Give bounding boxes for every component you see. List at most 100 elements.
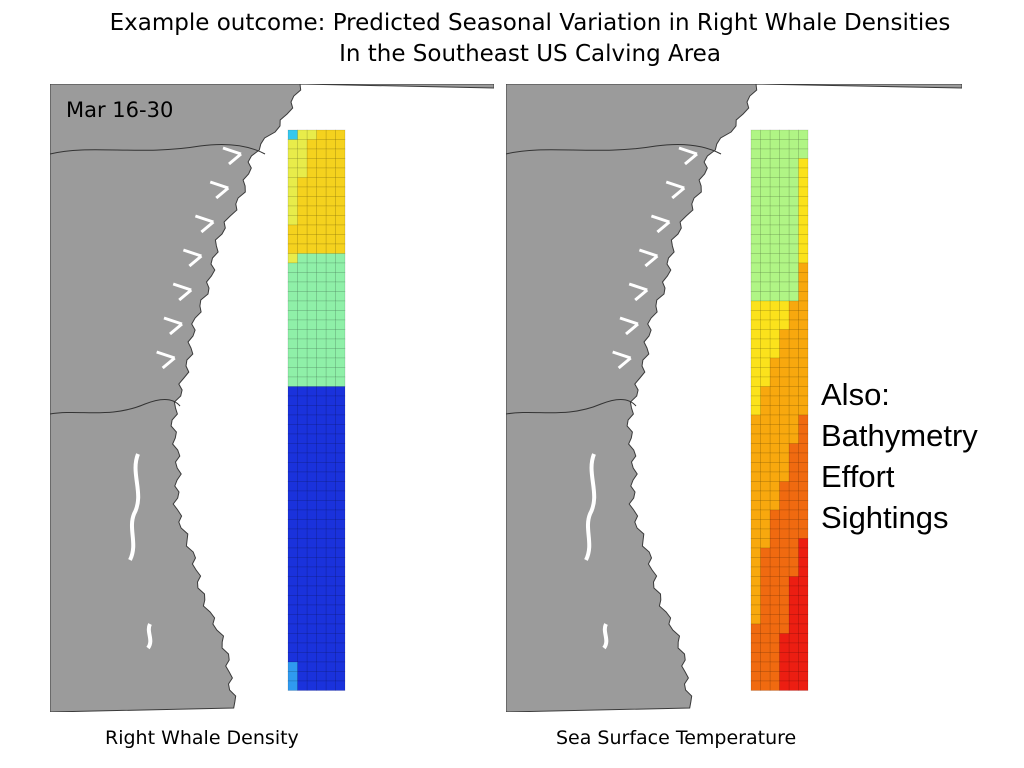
grid-cell	[335, 424, 346, 435]
grid-cell	[335, 500, 346, 511]
grid-cell	[287, 614, 298, 625]
grid-cell	[750, 405, 761, 416]
grid-cell	[779, 462, 790, 473]
grid-cell	[788, 481, 799, 492]
grid-cell	[769, 623, 780, 634]
grid-cell	[335, 471, 346, 482]
grid-cell	[788, 614, 799, 625]
grid-cell	[316, 186, 327, 197]
grid-cell	[750, 386, 761, 397]
grid-cell	[788, 234, 799, 245]
grid-cell	[287, 519, 298, 530]
estuary-line	[182, 248, 203, 268]
grid-cell	[306, 196, 317, 207]
grid-cell	[788, 595, 799, 606]
grid-cell	[788, 443, 799, 454]
grid-cell	[798, 129, 809, 140]
grid-cell	[750, 566, 761, 577]
grid-cell	[325, 348, 336, 359]
grid-cell	[287, 414, 298, 425]
grid-cell	[306, 661, 317, 672]
grid-cell	[798, 433, 809, 444]
grid-cell	[325, 243, 336, 254]
grid-cell	[750, 186, 761, 197]
grid-cell	[760, 500, 771, 511]
grid-cell	[297, 547, 308, 558]
grid-cell	[750, 519, 761, 530]
grid-cell	[750, 528, 761, 539]
grid-cell	[769, 300, 780, 311]
grid-cell	[788, 623, 799, 634]
grid-cell	[769, 148, 780, 159]
grid-cell	[306, 348, 317, 359]
grid-cell	[779, 547, 790, 558]
grid-cell	[335, 139, 346, 150]
grid-cell	[769, 500, 780, 511]
grid-cell	[287, 300, 298, 311]
grid-cell	[798, 481, 809, 492]
grid-cell	[788, 652, 799, 663]
grid-cell	[798, 300, 809, 311]
title-line-2: In the Southeast US Calving Area	[339, 41, 721, 67]
grid-cell	[306, 338, 317, 349]
grid-cell	[769, 196, 780, 207]
grid-cell	[325, 680, 336, 691]
grid-cell	[287, 234, 298, 245]
grid-cell	[750, 281, 761, 292]
grid-cell	[335, 348, 346, 359]
grid-cell	[769, 652, 780, 663]
grid-cell	[798, 148, 809, 159]
grid-cell	[750, 452, 761, 463]
grid-cell	[316, 671, 327, 682]
grid-cell	[297, 186, 308, 197]
grid-cell	[306, 405, 317, 416]
grid-cell	[287, 272, 298, 283]
grid-cell	[297, 538, 308, 549]
grid-cell	[788, 272, 799, 283]
grid-cell	[306, 576, 317, 587]
grid-cell	[750, 205, 761, 216]
grid-cell	[316, 357, 327, 368]
grid-cell	[779, 405, 790, 416]
land-mass	[506, 84, 962, 712]
grid-cell	[335, 272, 346, 283]
grid-cell	[750, 576, 761, 587]
grid-cell	[335, 414, 346, 425]
grid-cell	[297, 319, 308, 330]
grid-cell	[750, 262, 761, 273]
grid-cell	[760, 310, 771, 321]
grid-cell	[287, 528, 298, 539]
grid-cell	[798, 357, 809, 368]
grid-cell	[316, 196, 327, 207]
grid-cell	[297, 623, 308, 634]
grid-cell	[335, 329, 346, 340]
grid-cell	[335, 538, 346, 549]
grid-cell	[750, 547, 761, 558]
grid-cell	[316, 538, 327, 549]
grid-cell	[297, 196, 308, 207]
grid-cell	[788, 262, 799, 273]
additional-layer-item: Also:	[821, 377, 890, 412]
grid-cell	[760, 272, 771, 283]
grid-cell	[760, 623, 771, 634]
grid-cell	[798, 329, 809, 340]
grid-cell	[297, 348, 308, 359]
grid-cell	[316, 471, 327, 482]
grid-cell	[779, 338, 790, 349]
grid-cell	[287, 224, 298, 235]
grid-cell	[306, 547, 317, 558]
estuary-line	[612, 350, 632, 370]
grid-cell	[335, 205, 346, 216]
grid-cell	[335, 585, 346, 596]
grid-cell	[335, 443, 346, 454]
grid-cell	[779, 490, 790, 501]
grid-cell	[287, 652, 298, 663]
grid-cell	[769, 557, 780, 568]
grid-cell	[287, 671, 298, 682]
grid-cell	[779, 642, 790, 653]
grid-cell	[325, 357, 336, 368]
grid-cell	[297, 262, 308, 273]
grid-cell	[779, 310, 790, 321]
grid-cell	[306, 604, 317, 615]
grid-cell	[335, 462, 346, 473]
